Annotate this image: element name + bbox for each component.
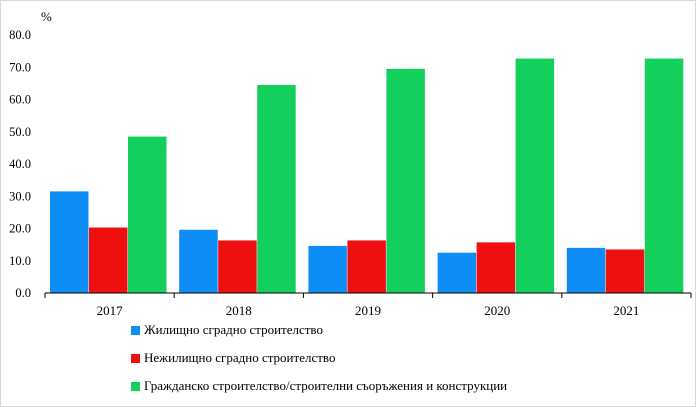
legend-swatch-civil xyxy=(131,381,140,391)
y-tick-label: 10.0 xyxy=(9,254,31,268)
x-tick-label: 2020 xyxy=(484,303,510,318)
bar-chart: % 0.0 10.0 20.0 30.0 40.0 50.0 60.0 70.0 80.0 20… xyxy=(9,9,692,318)
x-tick-label: 2018 xyxy=(226,303,252,318)
bar-2021-series-2 xyxy=(644,58,684,294)
bar-2017-series-1 xyxy=(89,227,128,293)
legend-label-residential: Жилищно сградно строителство xyxy=(144,322,323,337)
y-tick-label: 60.0 xyxy=(9,93,31,107)
bar-2020-series-2 xyxy=(515,58,555,294)
x-tick-label: 2019 xyxy=(355,303,381,318)
bar-2021-series-1 xyxy=(605,249,645,293)
x-axis-ticks: 2017 2018 2019 2020 2021 xyxy=(44,293,692,318)
y-tick-label: 0.0 xyxy=(15,286,31,300)
y-tick-label: 20.0 xyxy=(9,222,31,236)
legend-label-nonresidential: Нежилищно сградно строителство xyxy=(144,350,336,365)
x-tick-label: 2021 xyxy=(613,303,639,318)
bar-2019-series-0 xyxy=(308,245,347,293)
bar-2019-series-1 xyxy=(347,240,386,293)
bar-2018-series-0 xyxy=(179,229,218,293)
bar-2020-series-0 xyxy=(437,252,477,293)
y-tick-label: 70.0 xyxy=(9,60,31,74)
bar-2021-series-0 xyxy=(566,247,606,293)
bars-group xyxy=(50,58,684,294)
y-tick-label: 40.0 xyxy=(9,157,31,171)
y-axis-unit-label: % xyxy=(41,9,52,24)
y-tick-label: 30.0 xyxy=(9,189,31,203)
y-tick-label: 80.0 xyxy=(9,28,31,42)
bar-2017-series-2 xyxy=(128,136,167,293)
y-tick-label: 50.0 xyxy=(9,125,31,139)
legend-label-civil: Гражданско строителство/строителни съоръ… xyxy=(144,378,508,393)
bar-2019-series-2 xyxy=(386,68,425,293)
bar-2017-series-0 xyxy=(50,191,89,293)
y-axis-ticks: 0.0 10.0 20.0 30.0 40.0 50.0 60.0 70.0 80.0 xyxy=(9,28,31,300)
bar-2018-series-2 xyxy=(257,84,296,293)
legend: Жилищно сградно строителство Нежилищно с… xyxy=(131,322,508,407)
legend-item-nonresidential: Нежилищно сградно строителство xyxy=(131,350,507,365)
legend-swatch-residential xyxy=(131,325,140,335)
x-tick-label: 2017 xyxy=(97,303,124,318)
bar-2020-series-1 xyxy=(476,242,516,293)
legend-item-civil: Гражданско строителство/строителни съоръ… xyxy=(131,378,508,393)
bar-2018-series-1 xyxy=(218,240,257,293)
legend-swatch-nonresidential xyxy=(131,353,140,363)
legend-item-residential: Жилищно сградно строителство xyxy=(131,322,507,337)
